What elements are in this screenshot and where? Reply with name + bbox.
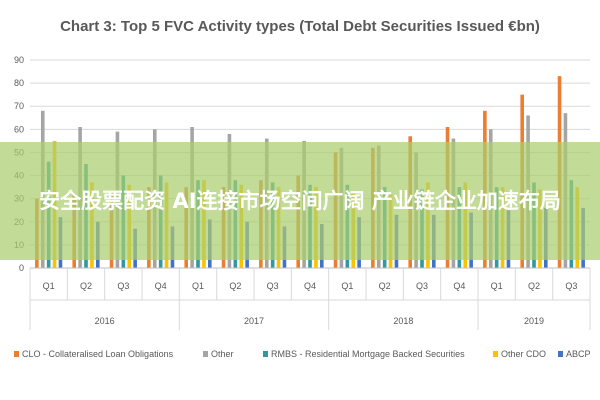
overlay-banner: 安全股票配资 AI连接市场空间广阔 产业链企业加速布局 [0,142,600,260]
x-tick-label: Q4 [155,281,167,291]
legend-swatch [493,351,498,357]
legend-swatch [263,351,268,357]
y-tick-label: 90 [14,55,24,65]
y-tick-label: 70 [14,101,24,111]
x-tick-label: Q1 [491,281,503,291]
x-group-label: 2017 [244,316,264,326]
legend-item: RMBS - Residential Mortgage Backed Secur… [263,349,465,359]
x-tick-label: Q1 [43,281,55,291]
x-tick-label: Q1 [341,281,353,291]
x-group-label: 2018 [393,316,413,326]
overlay-text: 安全股票配资 AI连接市场空间广阔 产业链企业加速布局 [39,189,561,213]
x-tick-label: Q2 [229,281,241,291]
legend-label: ABCP [566,349,591,359]
x-tick-label: Q3 [117,281,129,291]
y-tick-label: 0 [19,263,24,273]
x-group-label: 2016 [95,316,115,326]
legend-item: Other CDO [493,349,546,359]
x-tick-label: Q1 [192,281,204,291]
x-axis: Q1 Q2 Q3 Q4 Q1 Q2 Q3 Q4 Q1 Q2 Q3 Q4 Q1 Q2 Q3 2016 2017 20… [29,267,591,330]
y-tick-label: 80 [14,78,24,88]
x-tick-label: Q4 [453,281,465,291]
legend-swatch [203,351,208,357]
legend-swatch [14,351,19,357]
legend-item: ABCP [558,349,591,359]
legend-label: Other [211,349,234,359]
chart-title: Chart 3: Top 5 FVC Activity types (Total… [60,18,540,35]
x-tick-label: Q4 [304,281,316,291]
x-tick-label: Q3 [565,281,577,291]
y-tick-label: 60 [14,124,24,134]
legend: CLO - Collateralised Loan Obligations Oth… [14,349,591,359]
x-group-label: 2019 [524,316,544,326]
x-tick-label: Q3 [267,281,279,291]
legend-label: Other CDO [501,349,546,359]
x-tick-label: Q2 [379,281,391,291]
x-tick-label: Q3 [416,281,428,291]
x-tick-label: Q2 [80,281,92,291]
legend-label: RMBS - Residential Mortgage Backed Secur… [271,349,465,359]
legend-item: Other [203,349,234,359]
x-tick-label: Q2 [528,281,540,291]
legend-item: CLO - Collateralised Loan Obligations [14,349,174,359]
legend-label: CLO - Collateralised Loan Obligations [22,349,174,359]
legend-swatch [558,351,563,357]
